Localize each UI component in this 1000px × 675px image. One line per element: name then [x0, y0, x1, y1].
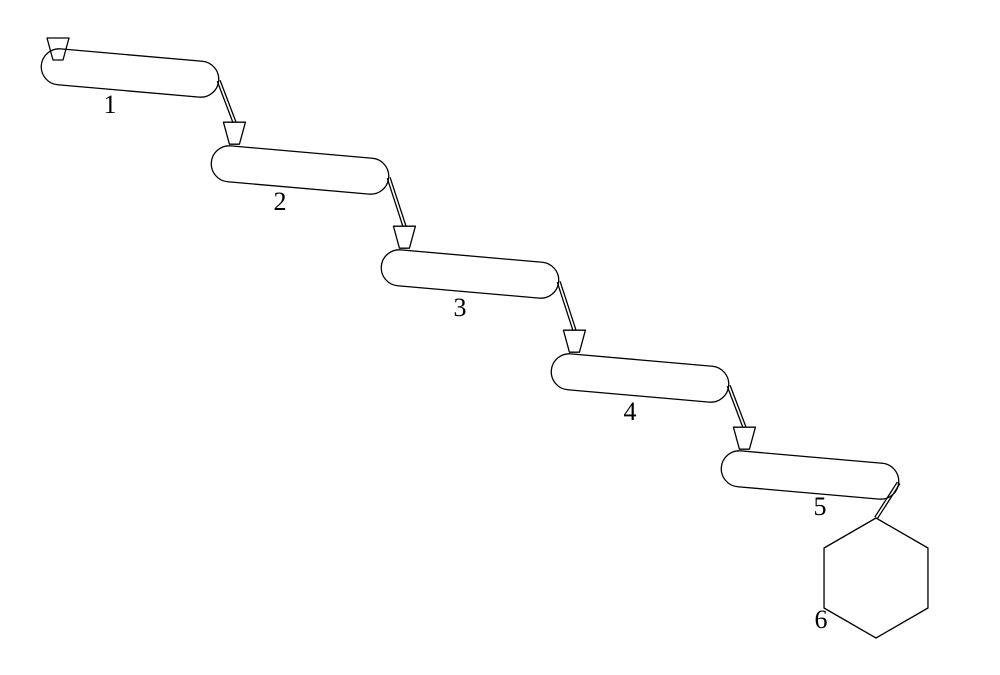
- collector-hexagon: [824, 518, 928, 638]
- connector-line: [220, 80, 236, 121]
- connector-line: [877, 484, 900, 519]
- connector-line: [727, 386, 743, 427]
- capsule-3: [380, 248, 560, 299]
- funnel: [393, 226, 415, 248]
- capsule-2: [210, 144, 390, 195]
- connector-line: [390, 177, 406, 225]
- label-3: 3: [454, 293, 467, 322]
- label-4: 4: [624, 397, 637, 426]
- capsule-5: [720, 449, 900, 500]
- capsule-4: [550, 352, 730, 403]
- connector-line: [387, 178, 403, 226]
- label-5: 5: [814, 492, 827, 521]
- funnel: [223, 122, 245, 144]
- capsule-1: [40, 47, 220, 98]
- connector-line: [217, 81, 233, 122]
- diagram-canvas: 1 2 3 4 5 6: [0, 0, 1000, 675]
- connector-line: [560, 281, 576, 329]
- funnel: [733, 427, 755, 449]
- connector-line: [557, 282, 573, 330]
- connector-line: [730, 385, 746, 426]
- label-6: 6: [815, 605, 828, 634]
- funnel: [563, 330, 585, 352]
- label-1: 1: [104, 90, 117, 119]
- label-2: 2: [274, 187, 287, 216]
